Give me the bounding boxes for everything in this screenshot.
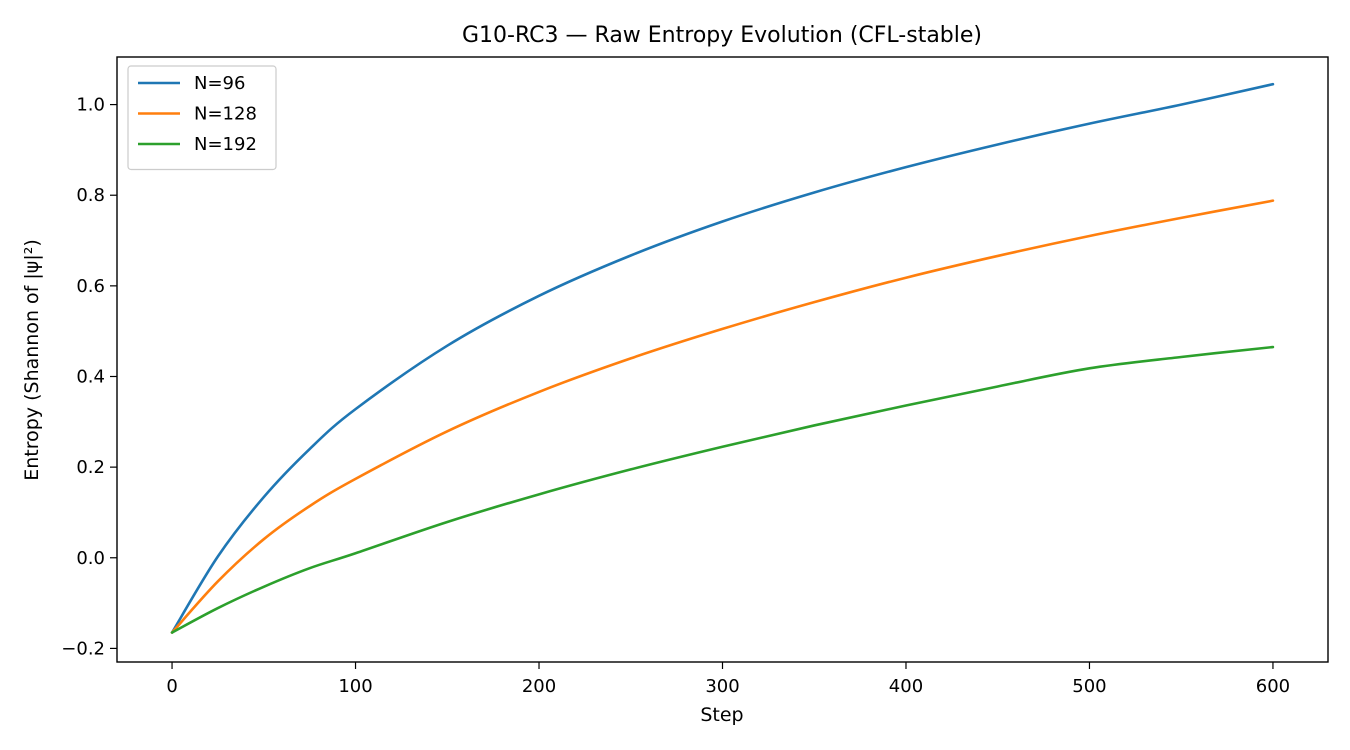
x-tick-label: 200 — [522, 676, 556, 697]
series-line-n-128 — [170, 199, 1275, 634]
y-tick-label: 0.2 — [76, 457, 105, 478]
axis-layer: 0 100 200 300 400 500 600 −0.2 0.0 0.2 0.4 0.6 0.8 1.… — [61, 95, 1290, 697]
x-tick-label: 100 — [338, 676, 372, 697]
legend-label: N=96 — [194, 73, 245, 94]
chart-title: G10-RC3 — Raw Entropy Evolution (CFL-sta… — [462, 23, 982, 48]
x-tick-label: 400 — [889, 676, 923, 697]
y-tick-label: 0.0 — [76, 548, 105, 569]
series-layer — [170, 82, 1275, 634]
x-tick-label: 0 — [166, 676, 177, 697]
x-axis-label: Step — [700, 704, 743, 726]
legend-label: N=192 — [194, 134, 257, 155]
series-line-n-192 — [170, 345, 1275, 634]
y-tick-label: 0.8 — [76, 185, 105, 206]
legend-label: N=128 — [194, 104, 257, 125]
x-tick-label: 500 — [1072, 676, 1106, 697]
legend: N=96 N=128 N=192 — [127, 65, 277, 171]
y-tick-label: 0.6 — [76, 276, 105, 297]
y-tick-label: 0.4 — [76, 366, 105, 387]
y-tick-label: −0.2 — [61, 638, 105, 659]
x-tick-label: 600 — [1256, 676, 1290, 697]
x-tick-label: 300 — [705, 676, 739, 697]
y-tick-label: 1.0 — [76, 95, 105, 116]
series-line-n-96 — [170, 82, 1275, 634]
y-axis-label: Entropy (Shannon of |ψ|²) — [21, 239, 43, 481]
